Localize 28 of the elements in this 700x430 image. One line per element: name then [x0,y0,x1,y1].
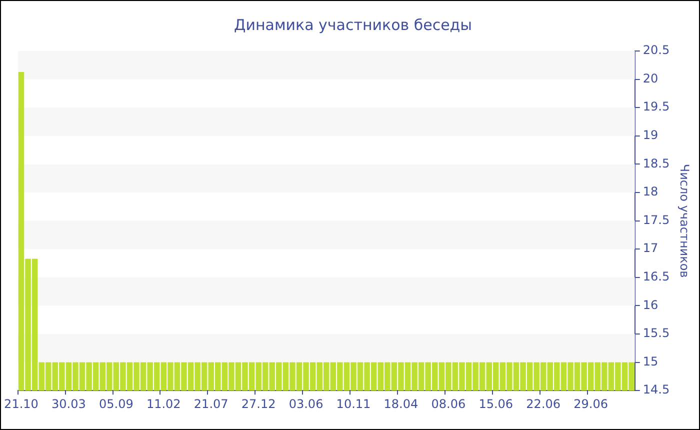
x-tick-label: 29.06 [574,396,608,411]
y-tick-label: 20 [642,71,658,86]
y-tick-label: 17 [642,241,658,256]
x-tick-label: 11.02 [146,396,181,411]
x-tick-label: 08.06 [431,396,466,411]
x-tick-label: 03.06 [288,396,324,411]
x-tick-label: 10.11 [336,396,371,411]
y-tick-label: 16.5 [642,270,670,284]
y-axis-title: Число участников [678,164,692,278]
x-tick-label: 15.06 [478,396,514,411]
y-tick-label: 18 [642,184,658,199]
y-tick-label: 20.5 [642,43,670,58]
y-tick-label: 15.5 [642,326,670,340]
y-tick-label: 15 [642,354,658,368]
y-tick-label: 19.5 [642,100,670,114]
y-tick-label: 16 [642,298,658,312]
x-tick-label: 18.04 [384,396,418,411]
x-tick-label: 21.10 [4,396,38,411]
chart-title: Динамика участников беседы [234,16,472,34]
y-tick-label: 14.5 [642,382,670,397]
x-tick-label: 30.03 [52,396,86,411]
y-tick-label: 18.5 [642,156,670,170]
y-tick-label: 17.5 [642,212,670,227]
y-tick-label: 19 [642,128,658,142]
x-tick-label: 05.09 [98,396,134,411]
x-tick-label: 22.06 [526,396,561,411]
x-tick-label: 21.07 [194,396,228,411]
x-tick-label: 27.12 [241,396,276,411]
